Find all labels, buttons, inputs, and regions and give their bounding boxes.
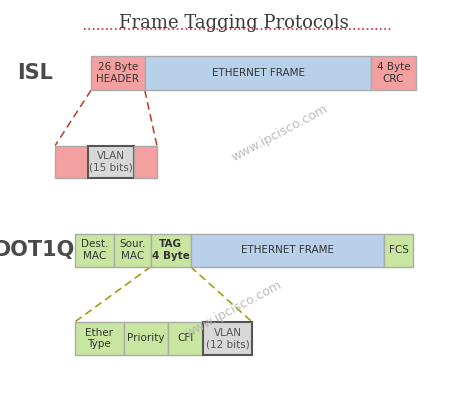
FancyBboxPatch shape <box>191 234 384 267</box>
Text: www.ipcisco.com: www.ipcisco.com <box>230 102 331 164</box>
FancyBboxPatch shape <box>55 146 88 178</box>
FancyBboxPatch shape <box>75 322 124 355</box>
Text: TAG
4 Byte: TAG 4 Byte <box>152 239 190 261</box>
Text: 4 Byte
CRC: 4 Byte CRC <box>376 63 410 84</box>
FancyBboxPatch shape <box>114 234 151 267</box>
FancyBboxPatch shape <box>151 234 191 267</box>
FancyBboxPatch shape <box>88 146 134 178</box>
FancyBboxPatch shape <box>168 322 203 355</box>
FancyBboxPatch shape <box>124 322 168 355</box>
Text: ETHERNET FRAME: ETHERNET FRAME <box>212 68 304 78</box>
Text: Sour.
MAC: Sour. MAC <box>120 239 146 261</box>
Text: ETHERNET FRAME: ETHERNET FRAME <box>241 245 334 255</box>
Text: VLAN
(12 bits): VLAN (12 bits) <box>206 328 249 349</box>
Text: VLAN
(15 bits): VLAN (15 bits) <box>89 151 133 173</box>
Text: DOT1Q: DOT1Q <box>0 240 74 260</box>
FancyBboxPatch shape <box>145 56 371 90</box>
Text: ISL: ISL <box>17 63 53 83</box>
FancyBboxPatch shape <box>75 234 114 267</box>
Text: Frame Tagging Protocols: Frame Tagging Protocols <box>119 14 348 32</box>
FancyBboxPatch shape <box>384 234 413 267</box>
Text: Dest.
MAC: Dest. MAC <box>81 239 108 261</box>
FancyBboxPatch shape <box>91 56 145 90</box>
Text: www.ipcisco.com: www.ipcisco.com <box>183 279 284 340</box>
FancyBboxPatch shape <box>371 56 416 90</box>
Text: CFI: CFI <box>177 334 194 343</box>
FancyBboxPatch shape <box>134 146 157 178</box>
FancyBboxPatch shape <box>203 322 252 355</box>
Text: Ether
Type: Ether Type <box>85 328 113 349</box>
Text: Priority: Priority <box>127 334 165 343</box>
Text: FCS: FCS <box>389 245 409 255</box>
Text: 26 Byte
HEADER: 26 Byte HEADER <box>96 63 140 84</box>
